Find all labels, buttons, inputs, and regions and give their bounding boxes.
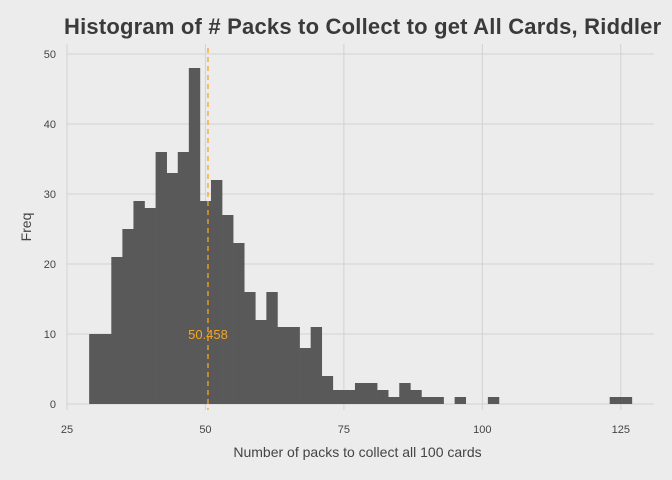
histogram-bar: [620, 397, 633, 404]
y-tick-label: 30: [44, 189, 56, 201]
histogram-bar: [100, 334, 112, 404]
x-tick-label: 100: [473, 424, 491, 436]
histogram-bar: [155, 152, 167, 404]
histogram-bar: [233, 243, 245, 404]
histogram-bar: [210, 180, 223, 404]
x-tick-label: 125: [612, 424, 630, 436]
y-tick-label: 10: [44, 329, 56, 341]
x-tick-label: 75: [338, 424, 350, 436]
histogram-bar: [454, 397, 467, 404]
histogram-bar: [410, 390, 422, 404]
axis-ticks: 0 10 20 30 40 50 25 50 75 100 125: [44, 49, 630, 436]
histogram-bar: [222, 215, 234, 404]
mean-annotation: 50.458: [188, 48, 228, 410]
chart-title: Histogram of # Packs to Collect to get A…: [64, 14, 662, 39]
y-tick-label: 20: [44, 259, 56, 271]
histogram-bar: [111, 257, 123, 404]
y-tick-label: 0: [50, 399, 56, 411]
histogram-bar: [321, 376, 334, 404]
x-axis-title: Number of packs to collect all 100 cards: [233, 444, 481, 460]
mean-label: 50.458: [188, 327, 228, 342]
histogram-bar: [144, 208, 156, 404]
histogram-bar: [299, 348, 311, 404]
x-tick-label: 50: [199, 424, 211, 436]
x-tick-label: 25: [61, 424, 73, 436]
histogram-bar: [487, 397, 500, 404]
histogram-bar: [177, 152, 190, 404]
histogram-bar: [266, 292, 278, 404]
histogram-bar: [310, 327, 323, 404]
histogram-bar: [432, 397, 444, 404]
histogram-bar: [288, 327, 300, 404]
histogram-bars: [89, 68, 633, 404]
y-tick-label: 50: [44, 49, 56, 61]
histogram-bar: [199, 201, 212, 404]
histogram-bar: [421, 397, 433, 404]
histogram-bar: [133, 201, 145, 404]
histogram-bar: [89, 334, 101, 404]
histogram-bar: [332, 390, 345, 404]
y-axis-title: Freq: [18, 213, 34, 242]
histogram-bar: [122, 229, 134, 404]
y-tick-label: 40: [44, 119, 56, 131]
histogram-bar: [609, 397, 622, 404]
histogram-bar: [188, 68, 201, 404]
histogram-bar: [388, 397, 400, 404]
histogram-bar: [366, 383, 378, 404]
histogram-bar: [354, 383, 367, 404]
histogram-bar: [343, 390, 356, 404]
histogram-bar: [255, 320, 267, 404]
histogram-bar: [399, 383, 411, 404]
histogram-bar: [166, 173, 179, 404]
histogram-bar: [277, 327, 289, 404]
histogram-bar: [377, 390, 389, 404]
histogram-bar: [244, 292, 256, 404]
